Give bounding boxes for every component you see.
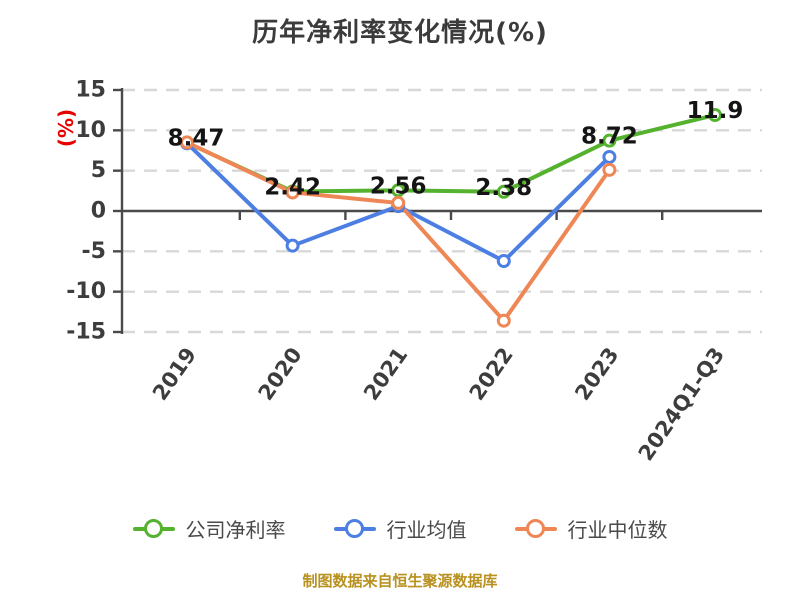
data-point-industry-median-2022 xyxy=(496,313,511,328)
y-axis-tick-label: 15 xyxy=(75,78,106,103)
data-label-company-net-margin: 2.38 xyxy=(475,175,532,201)
legend-label: 行业中位数 xyxy=(567,518,668,542)
legend-item-industry-median[interactable]: 行业中位数 xyxy=(514,514,668,543)
y-axis-tick-label: -10 xyxy=(66,279,106,304)
data-point-company-net-margin-2022 xyxy=(496,184,511,199)
data-point-industry-median-2021 xyxy=(391,195,406,210)
legend-marker-icon xyxy=(132,518,175,540)
x-axis-label: 2022 xyxy=(465,343,518,405)
legend: 公司净利率 行业均值 行业中位数 xyxy=(0,514,800,543)
x-axis-label: 2019 xyxy=(148,343,201,405)
y-axis-tick-label: 10 xyxy=(75,118,106,143)
x-axis-label: 2021 xyxy=(359,343,412,405)
data-point-industry-average-2023 xyxy=(602,149,617,164)
data-point-industry-median-2019 xyxy=(180,135,194,150)
line-chart: 15 10 5 0 -5 -10 -15 2019 2020 2021 2022 2023 2024Q1… xyxy=(66,78,762,465)
legend-label: 行业均值 xyxy=(386,518,467,542)
data-label-company-net-margin: 8.72 xyxy=(581,124,638,150)
legend-label: 公司净利率 xyxy=(185,518,286,542)
y-axis-tick-label: -5 xyxy=(82,239,106,264)
data-point-industry-median-2020 xyxy=(285,185,300,200)
data-label-company-net-margin: 2.56 xyxy=(370,173,427,199)
legend-item-industry-average[interactable]: 行业均值 xyxy=(333,514,467,543)
legend-marker-icon xyxy=(514,518,557,540)
legend-marker-icon xyxy=(333,518,376,540)
y-axis-tick-label: -15 xyxy=(66,320,106,345)
data-point-company-net-margin-2021 xyxy=(391,183,406,198)
x-axis-label: 2020 xyxy=(254,343,307,405)
data-point-company-net-margin-2024Q1-Q3 xyxy=(708,108,722,123)
data-label-company-net-margin: 11.9 xyxy=(687,98,744,124)
y-axis-tick-label: 5 xyxy=(91,158,106,183)
data-point-industry-average-2020 xyxy=(285,238,300,253)
data-point-industry-median-2023 xyxy=(602,162,617,177)
x-axis-label: 2024Q1-Q3 xyxy=(634,343,729,465)
x-axis-label: 2023 xyxy=(570,343,623,405)
y-axis-tick-label: 0 xyxy=(91,199,106,224)
data-point-industry-average-2022 xyxy=(496,254,511,269)
data-label-company-net-margin: 2.42 xyxy=(264,174,321,200)
data-label-company-net-margin: 8.47 xyxy=(168,126,225,152)
chart-title: 历年净利率变化情况(%) xyxy=(252,18,548,48)
data-point-company-net-margin-2023 xyxy=(602,133,617,148)
legend-item-company-net-margin[interactable]: 公司净利率 xyxy=(132,514,286,543)
data-source-note: 制图数据来自恒生聚源数据库 xyxy=(302,572,498,590)
